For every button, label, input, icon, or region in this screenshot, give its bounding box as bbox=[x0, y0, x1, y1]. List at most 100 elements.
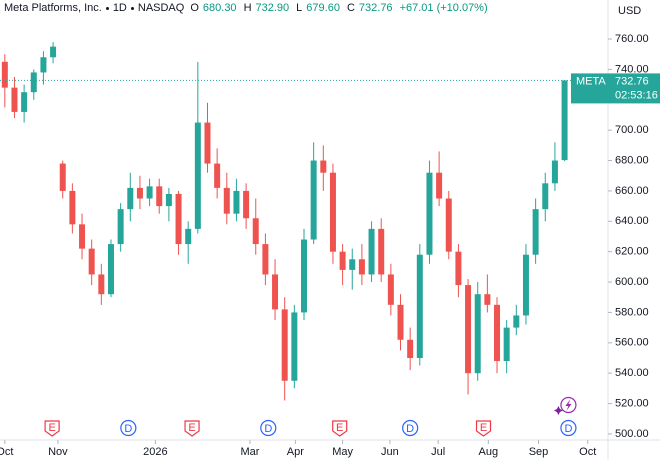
high-value: 732.90 bbox=[255, 2, 290, 14]
candle-body bbox=[194, 122, 201, 229]
last-price-value: 732.76 bbox=[615, 75, 649, 87]
x-tick-label: Apr bbox=[287, 446, 304, 458]
event-label: E bbox=[48, 422, 55, 434]
candle-body bbox=[397, 304, 404, 340]
candle-body bbox=[98, 274, 105, 295]
event-label: D bbox=[406, 423, 414, 435]
candle-body bbox=[59, 163, 66, 191]
y-tick-label: 620.00 bbox=[615, 246, 649, 258]
y-tick-label: 500.00 bbox=[615, 428, 649, 440]
candle-body bbox=[320, 160, 327, 173]
candle-body bbox=[494, 304, 501, 362]
open-label: O bbox=[190, 2, 199, 14]
x-tick-label: Oct bbox=[0, 446, 13, 458]
candle-body bbox=[291, 312, 298, 381]
event-marker: E bbox=[332, 420, 348, 437]
event-marker: D bbox=[560, 419, 577, 437]
event-label: D bbox=[124, 423, 132, 435]
event-label: D bbox=[264, 423, 272, 435]
candle-body bbox=[127, 187, 134, 210]
x-tick-label: Sep bbox=[529, 446, 549, 458]
candle-body bbox=[407, 339, 414, 358]
candle-body bbox=[542, 183, 549, 210]
candle-body bbox=[146, 186, 153, 199]
candle-body bbox=[79, 224, 86, 249]
y-tick-label: 600.00 bbox=[615, 276, 649, 288]
y-tick-label: 760.00 bbox=[615, 33, 649, 45]
y-tick-label: 540.00 bbox=[615, 367, 649, 379]
x-tick-label: May bbox=[332, 446, 353, 458]
candle-body bbox=[1, 61, 8, 88]
close-value: 732.76 bbox=[358, 2, 393, 14]
sparkle bbox=[553, 406, 563, 415]
symbol-name: Meta Platforms, Inc. bbox=[4, 2, 102, 14]
x-tick-label: Aug bbox=[479, 446, 499, 458]
candle-body bbox=[30, 72, 37, 93]
earnings-icon bbox=[332, 420, 348, 437]
candle-body bbox=[416, 254, 423, 358]
candle-body bbox=[561, 80, 568, 161]
event-marker: E bbox=[475, 420, 492, 437]
candle-body bbox=[368, 228, 375, 275]
candle-body bbox=[532, 209, 539, 255]
candle-body bbox=[329, 172, 336, 252]
candle-body bbox=[358, 259, 365, 275]
event-marker: D bbox=[402, 419, 419, 437]
candle-body bbox=[165, 193, 172, 207]
y-tick-label: 640.00 bbox=[615, 215, 649, 227]
candle-body bbox=[484, 294, 491, 305]
earnings-icon bbox=[475, 420, 492, 437]
candle-body bbox=[281, 309, 288, 381]
y-tick-label: 660.00 bbox=[615, 185, 649, 197]
candle-body bbox=[69, 190, 76, 225]
y-tick-label: 580.00 bbox=[615, 306, 649, 318]
candle-body bbox=[522, 254, 529, 316]
candle-body bbox=[156, 186, 163, 207]
candle-body bbox=[88, 248, 95, 275]
dividend-icon bbox=[120, 419, 137, 437]
candle-body bbox=[233, 190, 240, 214]
interval: 1D bbox=[112, 2, 127, 14]
candle-body bbox=[223, 187, 230, 214]
candle-body bbox=[204, 122, 211, 164]
candle-body bbox=[243, 190, 250, 219]
event-marker: D bbox=[260, 419, 277, 437]
candle-body bbox=[378, 228, 385, 275]
candle-body bbox=[185, 228, 192, 245]
legend-header: Meta Platforms, Inc. 1D NASDAQ O 680.30 H… bbox=[4, 2, 491, 14]
candle-body bbox=[310, 160, 317, 240]
earnings-icon bbox=[184, 420, 200, 437]
candle-body bbox=[455, 251, 462, 286]
y-tick-label: 520.00 bbox=[615, 397, 649, 409]
candle-body bbox=[107, 244, 114, 295]
open-value: 680.30 bbox=[202, 2, 237, 14]
candle-body bbox=[445, 198, 452, 252]
candle-body bbox=[11, 87, 18, 112]
candle-body bbox=[465, 285, 472, 374]
x-tick-label: 2026 bbox=[143, 446, 167, 458]
x-tick-label: Jul bbox=[431, 446, 445, 458]
candle-body bbox=[50, 46, 57, 58]
candle-body bbox=[301, 239, 307, 313]
candle-body bbox=[40, 57, 47, 73]
separator bbox=[130, 6, 134, 10]
news-bolt bbox=[565, 399, 572, 411]
x-tick-label: Oct bbox=[579, 446, 596, 458]
candle-body bbox=[21, 92, 28, 112]
last-price-symbol: META bbox=[576, 75, 606, 87]
y-tick-label: 560.00 bbox=[615, 337, 649, 349]
event-marker: D bbox=[120, 419, 137, 437]
candle-body bbox=[252, 218, 259, 245]
event-marker: E bbox=[44, 420, 60, 437]
dividend-icon bbox=[402, 419, 419, 437]
earnings-icon bbox=[44, 420, 60, 437]
candle-body bbox=[513, 315, 520, 328]
candle-body bbox=[262, 244, 269, 275]
candle-body bbox=[272, 274, 279, 310]
low-value: 679.60 bbox=[306, 2, 340, 14]
close-label: C bbox=[346, 2, 355, 14]
candle-body bbox=[136, 187, 143, 199]
candle-body bbox=[436, 172, 443, 199]
